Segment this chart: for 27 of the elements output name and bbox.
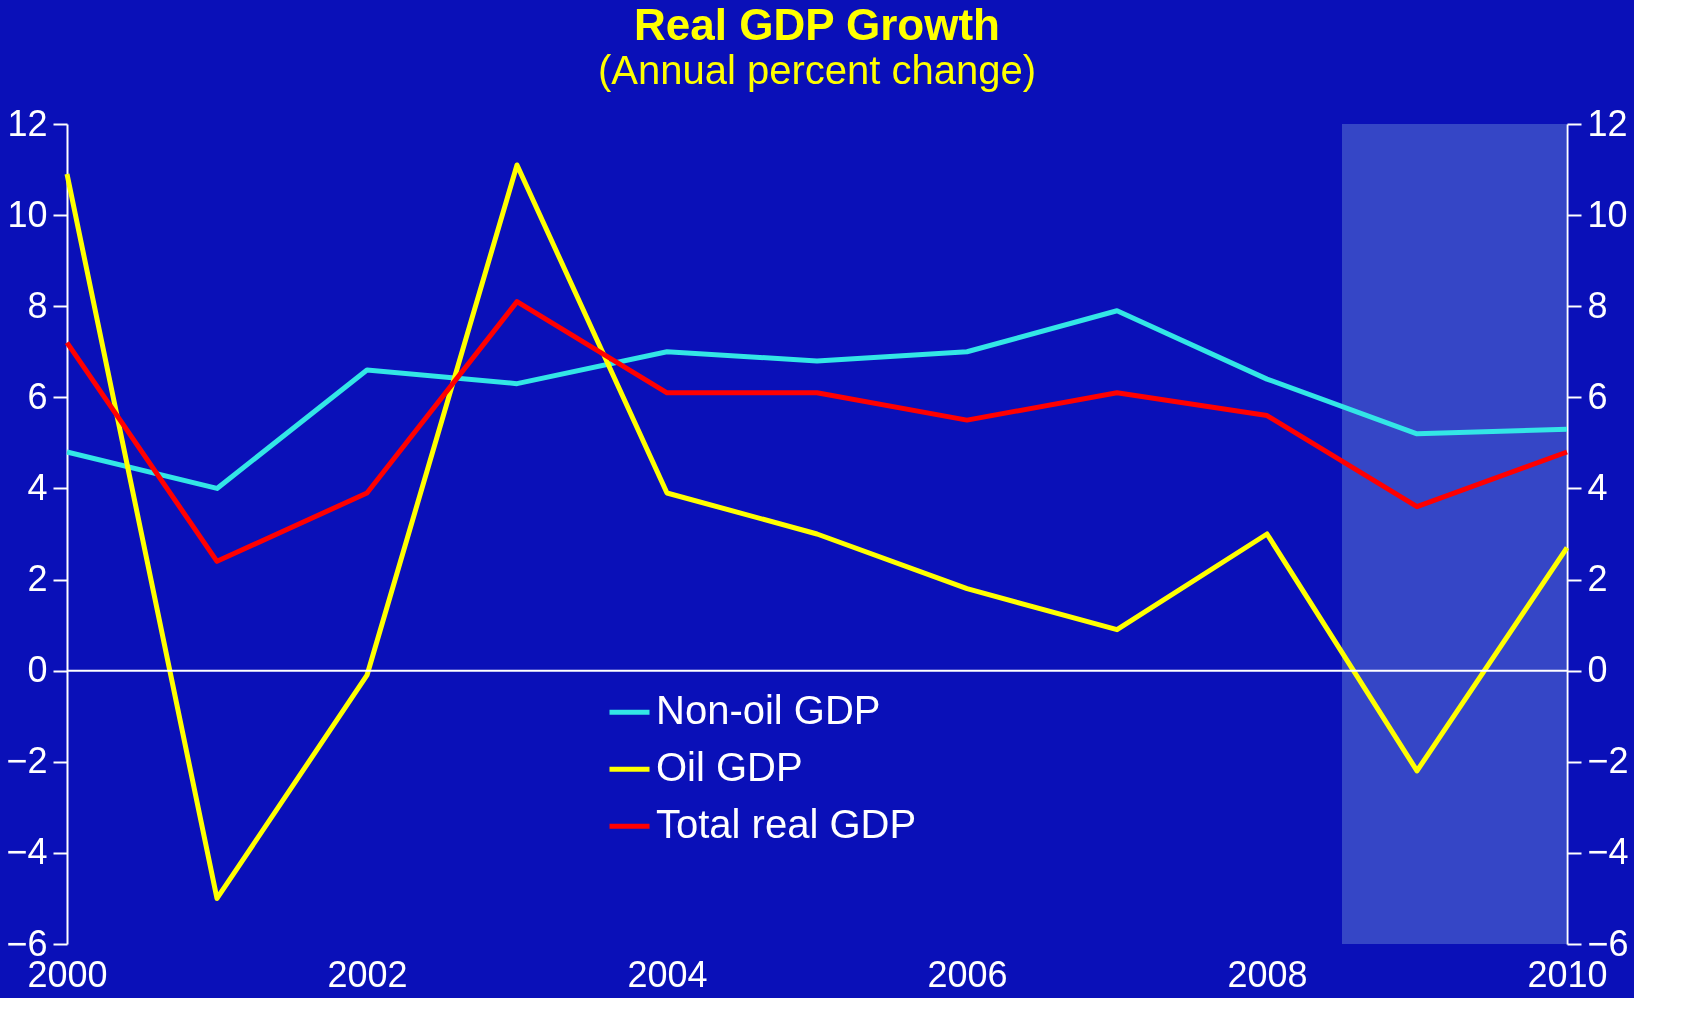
y2-tick-label: 0 [1587, 649, 1608, 691]
y2-tick-label: 6 [1587, 375, 1608, 417]
y-tick-label: 12 [7, 102, 48, 144]
y-tick-label: 4 [27, 466, 48, 508]
legend-label: Non-oil GDP [656, 688, 881, 733]
y-tick-label: −2 [6, 740, 48, 782]
y-tick-label: 10 [7, 193, 48, 235]
y2-tick-label: 2 [1587, 558, 1608, 600]
chart-subtitle: (Annual percent change) [597, 48, 1037, 92]
y-tick-label: 0 [27, 649, 48, 691]
y-tick-label: 6 [27, 375, 48, 417]
legend-label: Total real GDP [656, 802, 917, 847]
x-tick-label: 2008 [1227, 953, 1308, 995]
y-tick-label: 8 [27, 284, 48, 326]
legend-label: Oil GDP [656, 745, 803, 790]
x-tick-label: 2004 [627, 953, 708, 995]
y2-tick-label: 4 [1587, 466, 1608, 508]
y-tick-label: 2 [27, 558, 48, 600]
y2-tick-label: 12 [1587, 102, 1628, 144]
y2-tick-label: 8 [1587, 284, 1608, 326]
y2-tick-label: −2 [1587, 740, 1629, 782]
y2-tick-label: −4 [1587, 831, 1629, 873]
y-tick-label: −4 [6, 831, 48, 873]
x-tick-label: 2002 [327, 953, 408, 995]
x-tick-label: 2006 [927, 953, 1008, 995]
y2-tick-label: 10 [1587, 193, 1628, 235]
chart-title: Real GDP Growth [634, 0, 1000, 49]
